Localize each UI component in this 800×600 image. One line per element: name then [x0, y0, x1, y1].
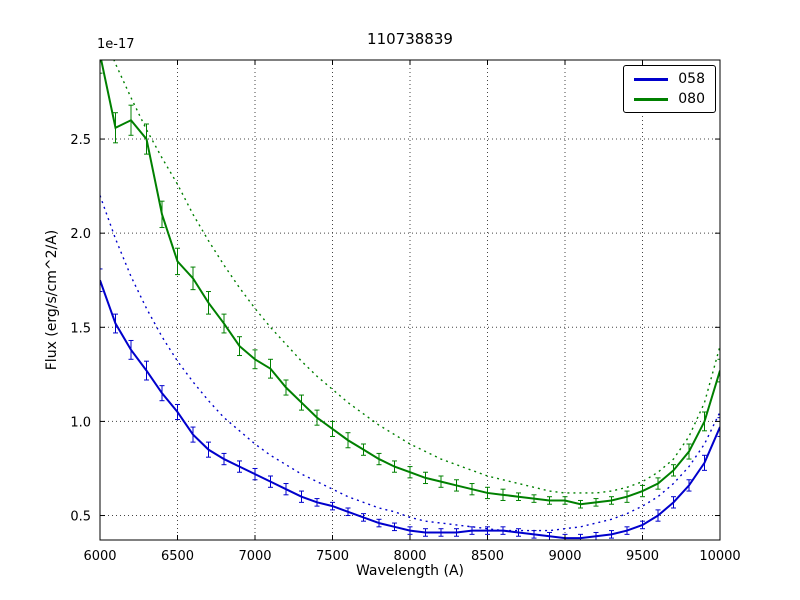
chart-title: 110738839 — [367, 30, 453, 48]
x-tick-label: 6000 — [83, 549, 116, 564]
y-tick-label: 0.5 — [70, 510, 91, 525]
y-tick-label: 2.0 — [70, 227, 91, 242]
legend-label-080: 080 — [678, 91, 705, 107]
series-058-model-line — [100, 195, 720, 532]
x-tick-label: 9500 — [626, 549, 659, 564]
x-tick-label: 8500 — [471, 549, 504, 564]
series-058-line — [100, 279, 720, 540]
series-080-line — [100, 60, 720, 506]
y-axis-label: Flux (erg/s/cm^2/A) — [44, 229, 60, 371]
legend-label-058: 058 — [678, 71, 705, 87]
x-tick-label: 9000 — [548, 549, 581, 564]
series-080-model-line — [113, 60, 720, 494]
series-group — [100, 60, 720, 540]
legend-line-sample-080 — [634, 97, 669, 101]
legend: 058 080 — [623, 65, 716, 113]
y-tick-label: 2.5 — [70, 133, 91, 148]
x-tick-label: 8000 — [393, 549, 426, 564]
x-tick-label: 10000 — [699, 549, 740, 564]
x-axis-label: Wavelength (A) — [355, 563, 464, 579]
legend-entry-058: 058 — [634, 72, 705, 86]
x-tick-label: 7000 — [238, 549, 271, 564]
y-axis-offset-label: 1e-17 — [97, 37, 135, 52]
y-tick-label: 1.5 — [70, 321, 91, 336]
x-tick-label: 7500 — [316, 549, 349, 564]
x-tick-label: 6500 — [161, 549, 194, 564]
legend-entry-080: 080 — [634, 92, 705, 106]
legend-line-sample-058 — [634, 77, 669, 81]
y-tick-label: 1.0 — [70, 415, 91, 430]
